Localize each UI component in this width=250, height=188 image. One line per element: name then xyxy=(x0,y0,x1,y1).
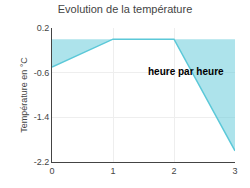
svg-text:2: 2 xyxy=(171,166,176,176)
svg-text:heure par heure: heure par heure xyxy=(148,66,224,77)
svg-text:0.2: 0.2 xyxy=(37,23,50,33)
svg-text:Evolution de la température: Evolution de la température xyxy=(58,3,193,15)
svg-text:0: 0 xyxy=(49,166,54,176)
svg-text:1: 1 xyxy=(110,166,115,176)
svg-text:-1.4: -1.4 xyxy=(34,112,50,122)
svg-text:3: 3 xyxy=(232,166,237,176)
svg-text:-0.6: -0.6 xyxy=(34,68,50,78)
svg-text:Température en °C: Température en °C xyxy=(19,57,29,133)
svg-text:-2.2: -2.2 xyxy=(34,157,50,167)
